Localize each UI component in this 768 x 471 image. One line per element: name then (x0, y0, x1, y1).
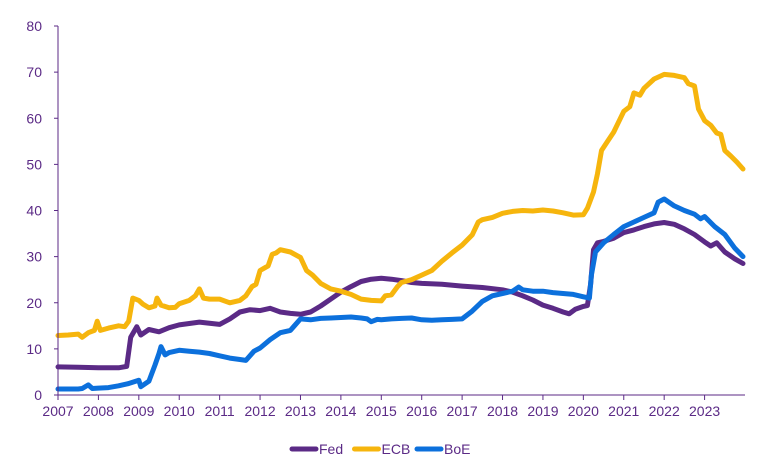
y-tick-label: 40 (26, 203, 42, 219)
x-tick-label: 2020 (568, 403, 599, 419)
y-tick-label: 70 (26, 64, 42, 80)
legend-label-fed: Fed (319, 441, 343, 457)
x-tick-label: 2019 (527, 403, 558, 419)
legend: Fed ECB BoE (289, 441, 470, 457)
x-tick-label: 2016 (406, 403, 437, 419)
x-tick-label: 2014 (325, 403, 356, 419)
x-tick-label: 2010 (164, 403, 195, 419)
y-axis-ticks: 0 10 20 30 40 50 60 70 80 (26, 18, 58, 403)
x-tick-label: 2022 (649, 403, 680, 419)
y-tick-label: 60 (26, 110, 42, 126)
x-tick-label: 2015 (366, 403, 397, 419)
y-tick-label: 0 (34, 387, 42, 403)
legend-label-boe: BoE (444, 441, 470, 457)
y-tick-label: 20 (26, 295, 42, 311)
series-line-ecb (55, 71, 746, 340)
x-tick-label: 2009 (123, 403, 154, 419)
x-tick-label: 2023 (689, 403, 720, 419)
x-tick-label: 2008 (83, 403, 114, 419)
series-line-fed (55, 220, 746, 371)
y-tick-label: 10 (26, 341, 42, 357)
y-tick-label: 30 (26, 249, 42, 265)
x-tick-label: 2021 (608, 403, 639, 419)
x-tick-label: 2011 (205, 403, 235, 419)
legend-label-ecb: ECB (382, 441, 411, 457)
y-tick-label: 80 (26, 18, 42, 34)
y-tick-label: 50 (26, 156, 42, 172)
x-tick-label: 2007 (42, 403, 73, 419)
x-axis-ticks: 2007 2008 2009 2010 2011 2012 2013 2014 2015 2016… (42, 395, 720, 419)
x-tick-label: 2018 (487, 403, 518, 419)
x-tick-label: 2017 (447, 403, 478, 419)
series-line-boe (55, 196, 746, 392)
plot-area (55, 71, 746, 392)
x-tick-label: 2013 (285, 403, 316, 419)
x-tick-label: 2012 (244, 403, 275, 419)
